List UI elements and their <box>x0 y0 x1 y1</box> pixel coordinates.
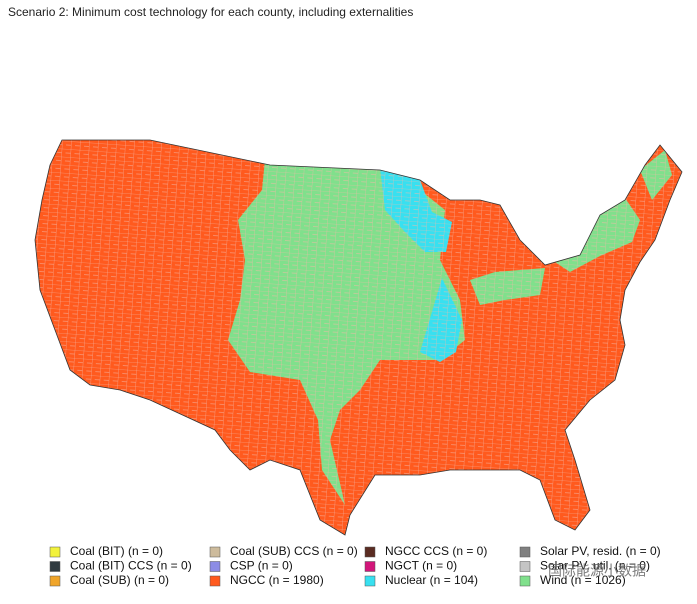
legend-swatch <box>364 575 376 587</box>
legend-label: Nuclear (n = 104) <box>385 573 478 587</box>
legend-label: Wind (n = 1026) <box>540 573 626 587</box>
legend-swatch <box>519 561 531 572</box>
legend-swatch <box>209 561 221 572</box>
us-outline <box>34 139 683 536</box>
legend-label: Solar PV, util. (n = 0) <box>540 559 650 573</box>
map-title: Scenario 2: Minimum cost technology for … <box>8 5 414 19</box>
legend-label: NGCC (n = 1980) <box>230 573 324 587</box>
legend-label: Coal (SUB) CCS (n = 0) <box>230 544 358 558</box>
legend-swatch <box>209 575 221 587</box>
legend-label: Coal (BIT) CCS (n = 0) <box>70 559 192 573</box>
legend-swatch <box>209 546 221 558</box>
us-map <box>34 139 683 536</box>
legend-swatch <box>49 575 61 587</box>
legend-swatch <box>364 561 376 572</box>
regions <box>35 140 682 535</box>
county-lines <box>35 140 682 535</box>
legend-swatch <box>49 546 61 558</box>
legend-label: Coal (SUB) (n = 0) <box>70 573 169 587</box>
legend-label: Coal (BIT) (n = 0) <box>70 544 163 558</box>
watermark: 国际能源小数据 <box>548 563 646 579</box>
legend-swatch <box>49 561 61 572</box>
legend-swatch <box>364 546 376 558</box>
legend-label: CSP (n = 0) <box>230 559 293 573</box>
legend: Coal (BIT) (n = 0)Coal (BIT) CCS (n = 0)… <box>49 544 661 587</box>
legend-swatch <box>519 575 531 587</box>
legend-swatch <box>519 546 531 558</box>
legend-label: NGCT (n = 0) <box>385 559 457 573</box>
legend-label: Solar PV, resid. (n = 0) <box>540 544 661 558</box>
legend-label: NGCC CCS (n = 0) <box>385 544 487 558</box>
